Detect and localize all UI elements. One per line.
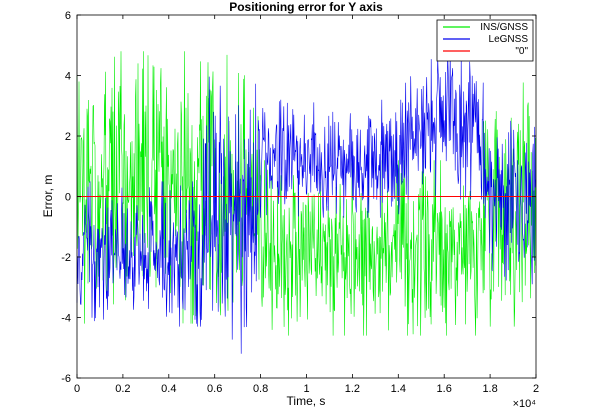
y-tick-label: 2 bbox=[65, 131, 71, 143]
x-tick-label: 1.6 bbox=[437, 383, 452, 395]
y-tick-label: -4 bbox=[61, 313, 71, 325]
x-tick-label: 2 bbox=[533, 383, 539, 395]
x-tick-label: 1.4 bbox=[391, 383, 406, 395]
x-axis-label: Time, s bbox=[287, 394, 326, 408]
y-tick-label: 6 bbox=[65, 10, 71, 22]
x-axis-exponent: ×10⁴ bbox=[513, 398, 537, 410]
series-line-0 bbox=[76, 51, 536, 336]
x-tick-label: 1.8 bbox=[482, 383, 497, 395]
y-tick-label: 4 bbox=[65, 71, 71, 83]
y-tick-label: 0 bbox=[65, 192, 71, 204]
y-tick-label: -2 bbox=[61, 252, 71, 264]
legend-label: LeGNSS bbox=[489, 34, 529, 45]
x-axis: 0 0.2 0.4 0.6 0.8 1 1.2 1.4 1.6 1.8 2 bbox=[74, 15, 539, 395]
x-tick-label: 1 bbox=[303, 383, 309, 395]
x-tick-label: 0 bbox=[74, 383, 80, 395]
y-axis-label: Error, m bbox=[41, 175, 55, 218]
x-tick-label: 1.2 bbox=[345, 383, 360, 395]
x-tick-label: 0.4 bbox=[161, 383, 176, 395]
y-axis: -6 -4 -2 0 2 4 6 bbox=[61, 10, 536, 385]
chart-title: Positioning error for Y axis bbox=[229, 0, 383, 14]
legend-label: INS/GNSS bbox=[480, 22, 528, 33]
x-tick-label: 0.6 bbox=[207, 383, 222, 395]
y-tick-label: -6 bbox=[61, 373, 71, 385]
series-layer bbox=[76, 48, 536, 354]
x-tick-label: 0.8 bbox=[253, 383, 268, 395]
plot-area: 0 0.2 0.4 0.6 0.8 1 1.2 1.4 1.6 1.8 2 -6 -4 -2 0 2 4 6 bbox=[61, 10, 539, 395]
x-tick-label: 0.2 bbox=[115, 383, 130, 395]
legend-label: "0" bbox=[515, 46, 528, 57]
series-line-1 bbox=[76, 48, 536, 354]
